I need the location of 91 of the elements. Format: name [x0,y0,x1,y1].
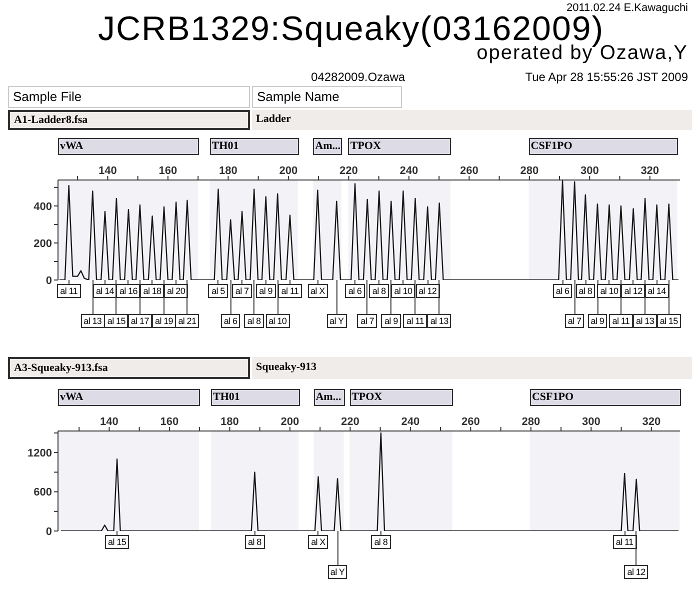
x-tick-label: 240 [400,165,418,177]
annotation: al 10 [597,284,622,298]
annotation: al 8 [244,535,265,549]
annotation: al 8 [369,284,389,298]
x-tick-label: 200 [280,416,300,428]
annotation: al 13 [80,314,105,328]
annotation: al 16 [116,284,140,298]
band-label: Am... [314,389,345,406]
annotation: al 7 [564,314,584,328]
annotation: al 13 [633,314,658,328]
annotation: al 9 [256,284,276,298]
y-tick-label: 400 [34,200,52,213]
band-label: vWA [58,138,200,155]
y-tick-label: 600 [34,486,52,499]
annotation: al 20 [164,284,188,298]
x-tick-label: 200 [279,165,298,177]
annotation: al 12 [621,284,646,298]
text: Tue Apr 28 15:55:26 JST 2009 [525,70,688,84]
y-tick-label: 1200 [28,447,52,460]
y-tick-label: 0 [46,274,52,287]
annotation: al 19 [152,314,176,328]
annotation: al 6 [345,284,365,298]
annotation: al 11 [608,314,633,328]
text: Ladder [252,110,692,130]
annotation: al 14 [92,284,117,298]
annotation: al X [308,284,328,298]
legend-label: TPOX [350,389,454,406]
annotation: al 8 [576,284,596,298]
annotation: al 5 [208,284,228,298]
annotation: al 12 [416,284,440,298]
annotation: al 10 [391,284,416,298]
x-tick-label: 180 [220,416,239,428]
band-label: CSF1PO [530,389,681,406]
x-tick-label: 280 [520,165,539,177]
annotation: al 7 [232,284,252,298]
x-tick-label: 220 [340,416,360,428]
annotation: al 17 [128,314,152,328]
x-tick-label: 320 [640,165,660,177]
x-tick-label: 160 [158,165,178,177]
annotation: al X [308,535,328,549]
x-tick-label: 260 [461,416,480,428]
annotation: al 12 [624,565,648,579]
annotation: al 11 [403,314,428,328]
band-label: TH01 [210,138,300,155]
text: 04282009.Ozawa [311,70,406,84]
text: 2011.02.24 E.Kawaguchi [566,2,688,14]
x-tick-label: 300 [580,165,599,177]
text: A1-Ladder8.fsa [8,110,250,130]
annotation: al 15 [104,314,128,328]
annotation: al 8 [244,314,264,328]
annotation: al 9 [381,314,402,328]
annotation: al 8 [370,535,391,549]
annotation: al 6 [552,284,572,298]
annotation: al 10 [266,314,290,328]
annotation: al 6 [220,314,240,328]
line-series [58,180,680,280]
y-tick-label: 0 [46,526,52,538]
text: Sample File [8,86,250,108]
x-tick-label: 180 [219,165,238,177]
legend-label: TPOX [348,138,452,155]
annotation: al 15 [656,314,681,328]
text: A3-Squeaky-913.fsa [8,357,250,379]
x-tick-label: 260 [460,165,478,177]
band-label: vWA [58,389,200,406]
x-tick-label: 140 [100,416,118,428]
annotation: al 7 [357,314,378,328]
annotation: al 18 [140,284,164,298]
annotation: al 11 [612,535,637,549]
x-tick-label: 220 [339,165,358,177]
x-tick-label: 320 [642,416,661,428]
annotation: al Y [328,565,348,579]
x-tick-label: 280 [522,416,540,428]
annotation: al 15 [105,535,130,549]
band-label: CSF1PO [528,138,678,155]
annotation: al Y [326,314,347,328]
x-tick-label: 240 [401,416,420,428]
annotation: al 11 [56,284,81,298]
annotation: al 14 [644,284,669,298]
x-tick-label: 300 [582,416,600,428]
line-series [60,432,680,531]
band-label: TH01 [211,389,300,406]
x-tick-label: 140 [98,165,117,177]
band-label: Am... [313,138,342,155]
text: Squeaky-913 [252,357,692,379]
annotation: al 21 [175,314,200,328]
annotation: al 9 [588,314,608,328]
y-tick-label: 200 [34,238,52,250]
annotation: al 13 [427,314,452,328]
annotation: al 11 [278,284,302,298]
text: Sample Name [252,86,402,108]
x-tick-label: 160 [160,416,179,428]
